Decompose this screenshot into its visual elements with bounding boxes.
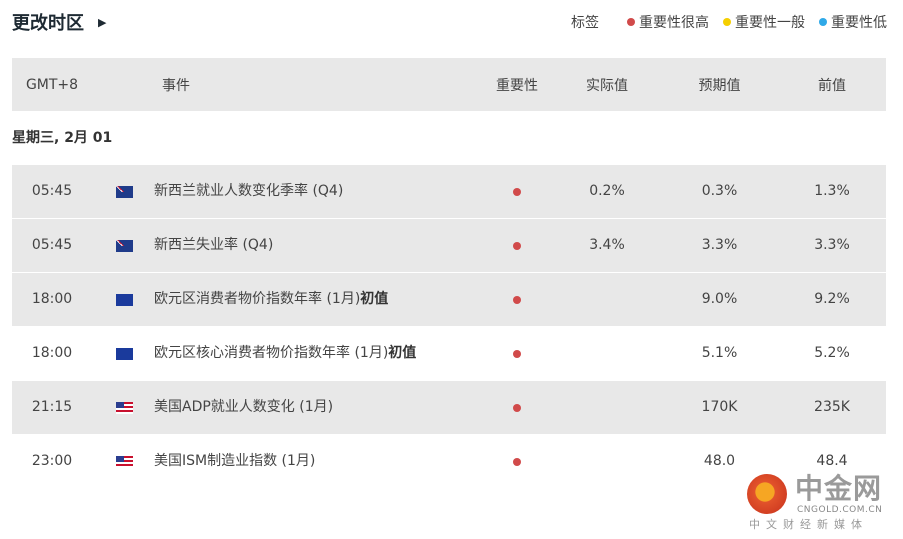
table-row[interactable]: 23:00 美国ISM制造业指数 (1月) 48.0 48.4 <box>12 435 886 488</box>
col-importance: 重要性 <box>496 77 538 94</box>
date-heading: 星期三, 2月 01 <box>12 130 113 146</box>
actual-value <box>572 327 642 380</box>
event-text: 美国ADP就业人数变化 (1月) <box>154 399 334 415</box>
previous-value: 1.3% <box>814 183 850 199</box>
flag-us-icon <box>116 381 134 434</box>
top-bar: 更改时区 ▶ 标签 重要性很高 重要性一般 重要性低 <box>12 8 887 36</box>
col-previous: 前值 <box>818 77 846 94</box>
table-row[interactable]: 21:15 美国ADP就业人数变化 (1月) 170K 235K <box>12 381 886 434</box>
actual-value <box>572 381 642 434</box>
actual-value: 0.2% <box>589 183 625 199</box>
event-text: 欧元区消费者物价指数年率 (1月) <box>154 291 361 307</box>
logo-icon <box>747 474 787 514</box>
logo-name: 中金网 <box>795 472 883 505</box>
event-name[interactable]: 新西兰失业率 (Q4) <box>154 219 273 272</box>
event-preliminary: 初值 <box>360 291 389 307</box>
importance-high-icon <box>492 435 542 488</box>
importance-high-icon <box>492 273 542 326</box>
event-time: 05:45 <box>31 183 73 199</box>
event-time: 18:00 <box>31 291 73 307</box>
change-timezone-title[interactable]: 更改时区 <box>12 13 84 34</box>
previous-value: 3.3% <box>814 237 850 253</box>
forecast-value: 5.1% <box>701 345 738 361</box>
event-time: 05:45 <box>31 237 73 253</box>
importance-high-icon <box>492 219 542 272</box>
red-dot-icon <box>627 18 635 26</box>
event-name[interactable]: 美国ISM制造业指数 (1月) <box>154 435 315 488</box>
legend-low: 重要性低 <box>819 12 887 32</box>
col-forecast: 预期值 <box>698 77 741 94</box>
logo-domain: CNGOLD.COM.CN <box>797 505 883 515</box>
cngold-watermark: 中金网 CNGOLD.COM.CN 中文财经新媒体 <box>745 474 900 534</box>
actual-value <box>572 435 642 488</box>
legend-high: 重要性很高 <box>627 12 709 32</box>
play-triangle-icon[interactable]: ▶ <box>98 15 107 29</box>
previous-value: 235K <box>814 399 850 415</box>
col-event: 事件 <box>162 77 190 94</box>
previous-value: 5.2% <box>814 345 850 361</box>
flag-eu-icon <box>116 327 134 380</box>
legend-label: 标签 <box>571 15 599 31</box>
actual-value: 3.4% <box>589 237 625 253</box>
legend-text: 重要性低 <box>831 15 887 31</box>
importance-legend: 标签 重要性很高 重要性一般 重要性低 <box>571 12 887 32</box>
event-time: 21:15 <box>31 399 73 415</box>
importance-high-icon <box>492 165 542 218</box>
event-text: 欧元区核心消费者物价指数年率 (1月) <box>154 345 389 361</box>
legend-medium: 重要性一般 <box>723 12 805 32</box>
previous-value: 48.4 <box>816 453 848 469</box>
legend-text: 重要性一般 <box>735 15 805 31</box>
forecast-value: 0.3% <box>701 183 738 199</box>
forecast-value: 48.0 <box>703 453 736 469</box>
importance-high-icon <box>492 327 542 380</box>
legend-text: 重要性很高 <box>639 15 709 31</box>
event-text: 美国ISM制造业指数 (1月) <box>154 453 316 469</box>
flag-nz-icon <box>116 219 134 272</box>
table-row[interactable]: 18:00 欧元区消费者物价指数年率 (1月) 初值 9.0% 9.2% <box>12 273 886 326</box>
forecast-value: 3.3% <box>701 237 738 253</box>
actual-value <box>572 273 642 326</box>
event-time: 18:00 <box>31 345 73 361</box>
logo-tagline: 中文财经新媒体 <box>749 518 868 531</box>
forecast-value: 9.0% <box>701 291 738 307</box>
flag-eu-icon <box>116 273 134 326</box>
flag-nz-icon <box>116 165 134 218</box>
event-text: 新西兰就业人数变化季率 (Q4) <box>154 183 344 199</box>
yellow-dot-icon <box>723 18 731 26</box>
importance-high-icon <box>492 381 542 434</box>
event-name[interactable]: 美国ADP就业人数变化 (1月) <box>154 381 333 434</box>
table-header: GMT+8 事件 重要性 实际值 预期值 前值 <box>12 58 886 111</box>
table-row[interactable]: 18:00 欧元区核心消费者物价指数年率 (1月) 初值 5.1% 5.2% <box>12 327 886 380</box>
blue-dot-icon <box>819 18 827 26</box>
event-name[interactable]: 欧元区消费者物价指数年率 (1月) 初值 <box>154 273 388 326</box>
previous-value: 9.2% <box>814 291 850 307</box>
event-name[interactable]: 新西兰就业人数变化季率 (Q4) <box>154 165 343 218</box>
event-preliminary: 初值 <box>388 345 417 361</box>
forecast-value: 170K <box>701 399 738 415</box>
event-time: 23:00 <box>31 453 73 469</box>
flag-us-icon <box>116 435 134 488</box>
event-text: 新西兰失业率 (Q4) <box>154 237 274 253</box>
table-row[interactable]: 05:45 新西兰就业人数变化季率 (Q4) 0.2% 0.3% 1.3% <box>12 165 886 218</box>
table-row[interactable]: 05:45 新西兰失业率 (Q4) 3.4% 3.3% 3.3% <box>12 219 886 272</box>
col-actual: 实际值 <box>586 77 628 94</box>
col-time: GMT+8 <box>25 76 79 93</box>
event-name[interactable]: 欧元区核心消费者物价指数年率 (1月) 初值 <box>154 327 416 380</box>
